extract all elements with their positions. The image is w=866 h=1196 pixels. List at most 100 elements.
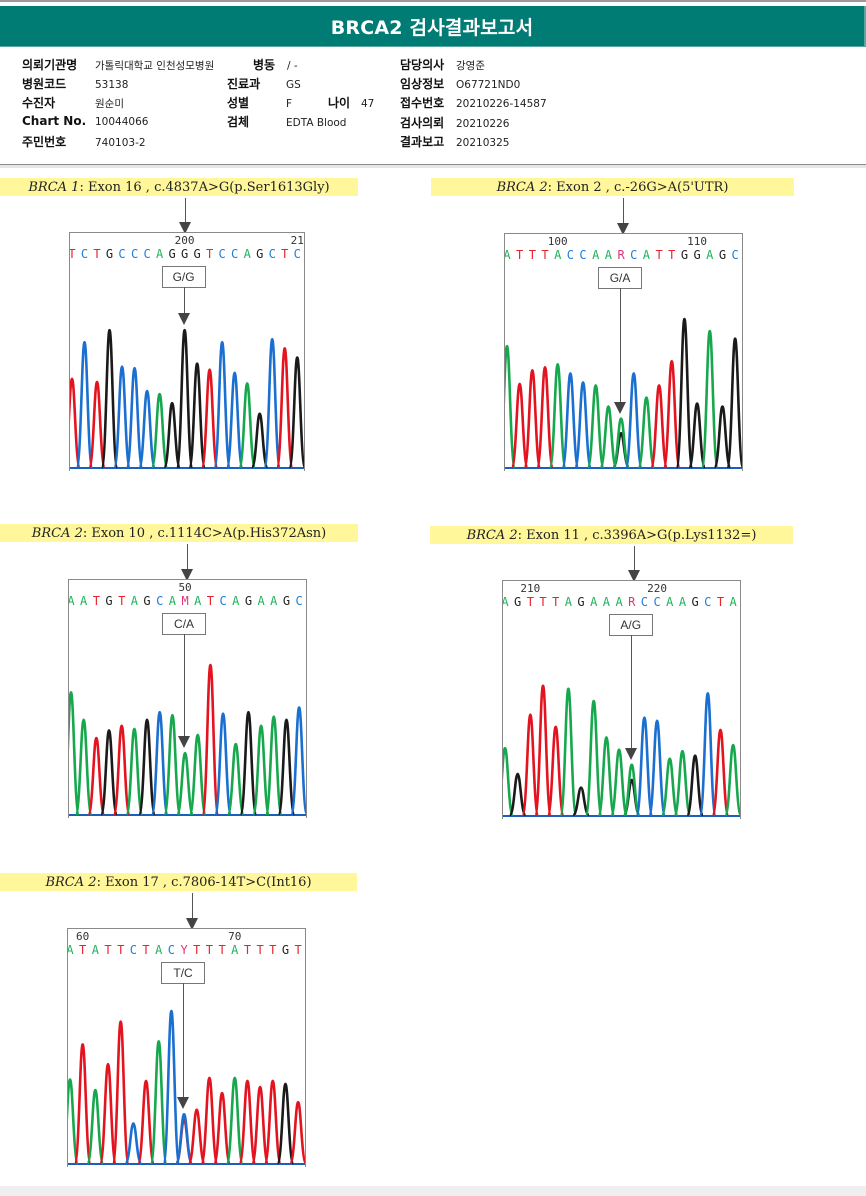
trace-peak [263, 1079, 282, 1165]
trace-peak [599, 405, 618, 469]
position-label: 200 [175, 234, 195, 247]
info-value: 740103-2 [95, 137, 146, 149]
trace-peak [571, 786, 591, 817]
base-call: A [231, 943, 239, 957]
trace-peak [68, 1078, 80, 1165]
patient-info: 의뢰기관명 가톨릭대학교 인천성모병원 병원코드 53138 수진자 원순미 C… [0, 50, 866, 164]
base-call: A [590, 595, 598, 609]
position-label: 110 [687, 235, 707, 248]
base-call: C [704, 595, 711, 609]
report-banner: BRCA2 검사결과보고서 [0, 6, 866, 47]
base-call: A [730, 595, 738, 609]
info-row-specimen: 검체 EDTA Blood [227, 113, 346, 130]
info-row-institution: 의뢰기관명 가톨릭대학교 인천성모병원 [22, 56, 214, 73]
trace-peak [87, 736, 106, 816]
info-row-receipt-no: 접수번호 20210226-14587 [400, 94, 547, 111]
trace-peak [535, 366, 555, 469]
trace-peak [188, 733, 207, 816]
position-label: 21 [291, 234, 304, 247]
variant-arrow-icon [617, 223, 629, 235]
variant-arrow-icon [181, 569, 193, 581]
base-call: A [666, 595, 674, 609]
gene-name: BRCA 2 [45, 874, 97, 890]
trace-peak [149, 1040, 168, 1165]
info-row-patient: 수진자 원순미 [22, 94, 124, 111]
base-call: A [706, 248, 714, 262]
base-call: C [118, 247, 125, 261]
base-call: A [615, 595, 623, 609]
trace-peak [698, 692, 717, 817]
trace-peak [163, 401, 182, 469]
info-label-age: 나이 [328, 96, 351, 110]
divider-shadow [0, 165, 866, 168]
trace-peak [238, 382, 257, 469]
base-call: A [68, 943, 74, 957]
base-call: T [244, 943, 251, 957]
info-value: 20210226 [456, 118, 510, 130]
trace-peak [711, 728, 730, 817]
position-label: 210 [520, 582, 540, 595]
trace-peak [239, 710, 258, 816]
base-call: T [70, 247, 76, 261]
position-label: 100 [548, 235, 568, 248]
base-call: Y [180, 943, 188, 957]
genotype-call-label: G/G [161, 266, 206, 288]
info-value: GS [286, 79, 301, 91]
genotype-arrow-icon [178, 736, 191, 749]
info-row-sex: 성별 F 나이 47 [227, 94, 374, 111]
trace-peak [200, 1076, 219, 1165]
base-call: G [283, 594, 290, 608]
trace-peak [289, 706, 306, 816]
base-call: G [106, 247, 113, 261]
base-call: A [554, 248, 562, 262]
base-call: A [131, 594, 139, 608]
base-call: G [245, 594, 252, 608]
base-call: A [503, 595, 509, 609]
trace-peak [662, 359, 681, 469]
variant-arrow-icon [179, 222, 191, 234]
trace-peak [687, 402, 707, 469]
trace-peak [150, 710, 169, 816]
trace-peak [597, 736, 616, 817]
trace-peak [163, 713, 182, 816]
base-call: T [193, 943, 200, 957]
trace-peak [212, 1091, 232, 1165]
trace-peak [98, 1062, 118, 1165]
top-border [0, 0, 866, 2]
info-row-doctor: 담당의사 강영준 [400, 56, 485, 73]
info-value: 20210226-14587 [456, 98, 547, 110]
base-call: C [143, 247, 150, 261]
trace-peak [226, 742, 245, 816]
trace-peak [75, 341, 94, 469]
info-label: 검사의뢰 [400, 116, 445, 130]
info-value: 53138 [95, 79, 129, 91]
base-call: R [628, 595, 636, 609]
genotype-arrow-line [183, 287, 185, 316]
trace-peak [675, 317, 694, 469]
trace-peak [250, 412, 269, 469]
base-call: C [567, 248, 574, 262]
base-call: T [269, 943, 276, 957]
trace-peak [508, 772, 527, 817]
base-call: A [605, 248, 613, 262]
trace-peak [188, 362, 207, 469]
report-title: BRCA2 검사결과보고서 [330, 16, 534, 39]
trace-peak [700, 329, 719, 469]
trace-peak [69, 691, 81, 816]
base-call: G [168, 247, 175, 261]
trace-peak [124, 1122, 143, 1165]
page-footer [0, 1186, 866, 1196]
variant-title: BRCA 2 : Exon 11 , c.3396A>G(p.Lys1132=) [430, 526, 793, 544]
trace-peak [647, 719, 667, 817]
base-call: A [270, 594, 278, 608]
base-call: G [105, 594, 112, 608]
variant-description: : Exon 10 , c.1114C>A(p.His372Asn) [82, 525, 327, 541]
info-row-clinical-info: 임상정보 O67721ND0 [400, 75, 520, 92]
base-call: C [630, 248, 637, 262]
base-call: T [655, 248, 662, 262]
base-call: T [281, 247, 288, 261]
genotype-call-label: T/C [161, 962, 206, 984]
base-call: A [92, 943, 100, 957]
trace-peak [523, 369, 542, 469]
variant-title: BRCA 2 : Exon 17 , c.7806-14T>C(Int16) [0, 873, 357, 891]
